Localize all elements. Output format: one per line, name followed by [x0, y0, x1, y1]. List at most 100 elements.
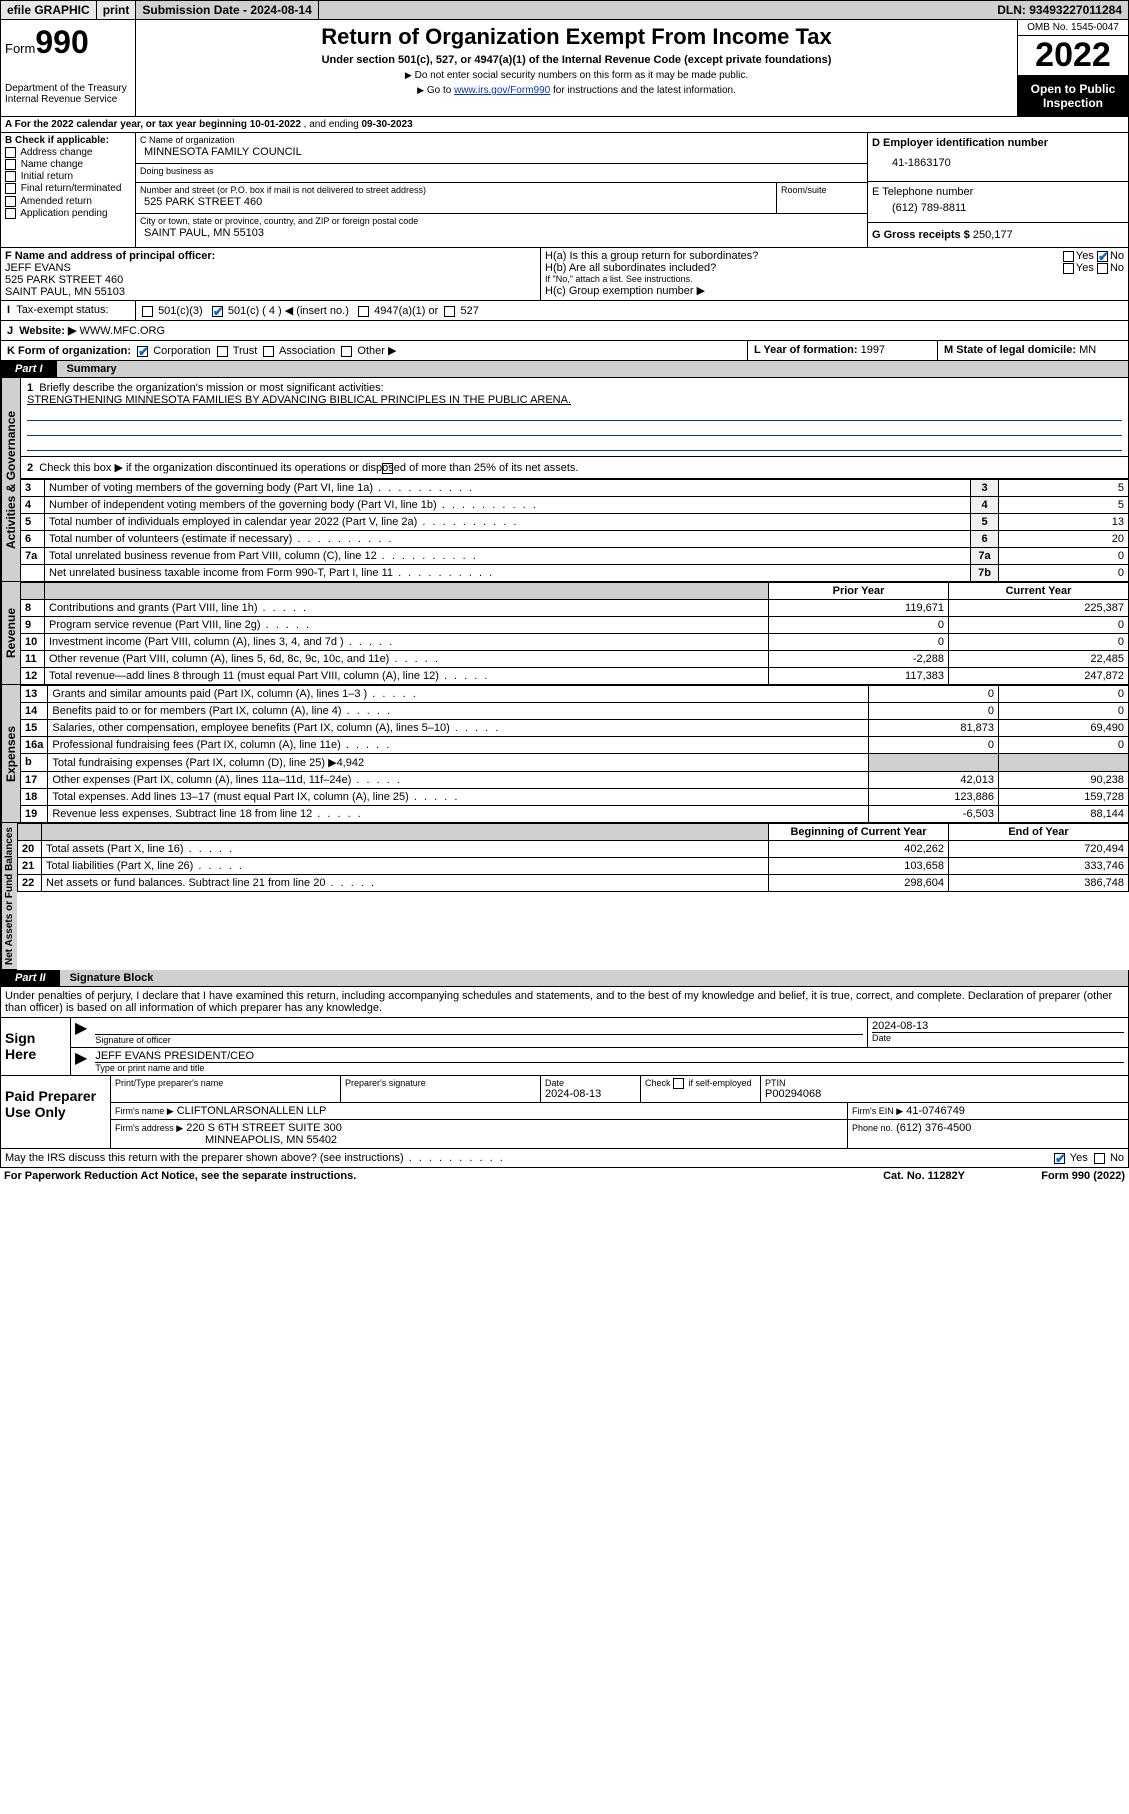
org-name-label: C Name of organization	[140, 135, 863, 145]
firm-name: CLIFTONLARSONALLEN LLP	[177, 1105, 327, 1117]
omb-number: OMB No. 1545-0047	[1018, 20, 1128, 36]
open-inspection: Open to PublicInspection	[1018, 76, 1128, 116]
table-row: 15Salaries, other compensation, employee…	[21, 720, 1129, 737]
group-return-hb: H(b) Are all subordinates included? Yes …	[545, 262, 1124, 274]
print-button[interactable]: print	[97, 1, 137, 19]
tax-exempt-row: I Tax-exempt status: 501(c)(3) 501(c) ( …	[0, 301, 1129, 321]
phone-value: (612) 789-8811	[872, 198, 1124, 218]
name-title-label: Type or print name and title	[95, 1062, 1124, 1073]
ein-label: D Employer identification number	[872, 137, 1048, 149]
table-row: 17Other expenses (Part IX, column (A), l…	[21, 772, 1129, 789]
room-label: Room/suite	[781, 185, 863, 195]
line2: 2 Check this box ▶ if the organization d…	[20, 457, 1129, 479]
discuss-yes-checkbox[interactable]	[1054, 1153, 1065, 1164]
ha-no-checkbox[interactable]	[1097, 251, 1108, 262]
discuss-no-checkbox[interactable]	[1094, 1153, 1105, 1164]
gross-receipts-value: 250,177	[973, 229, 1013, 241]
check-applicable-label: B Check if applicable:	[5, 135, 109, 146]
k-assoc-checkbox[interactable]	[263, 346, 274, 357]
table-row: 14Benefits paid to or for members (Part …	[21, 703, 1129, 720]
501c3-checkbox[interactable]	[142, 306, 153, 317]
form-subtitle: Under section 501(c), 527, or 4947(a)(1)…	[144, 54, 1009, 66]
revenue-table: Prior YearCurrent Year8Contributions and…	[20, 582, 1129, 685]
527-checkbox[interactable]	[444, 306, 455, 317]
dba-label: Doing business as	[140, 166, 863, 176]
klm-row: K Form of organization: Corporation Trus…	[0, 341, 1129, 361]
ptin-label: PTIN	[765, 1078, 1124, 1088]
governance-table: 3Number of voting members of the governi…	[20, 479, 1129, 582]
hb-no-checkbox[interactable]	[1097, 263, 1108, 274]
pp-date-value: 2024-08-13	[545, 1088, 636, 1100]
colb-option: Final return/terminated	[5, 183, 131, 194]
form-header: Form990 Department of the Treasury Inter…	[0, 20, 1129, 117]
instructions-link[interactable]: www.irs.gov/Form990	[454, 85, 550, 96]
state-domicile: MN	[1079, 344, 1096, 356]
cat-no: Cat. No. 11282Y	[879, 1170, 969, 1182]
colb-checkbox[interactable]	[5, 208, 16, 219]
table-row: 16aProfessional fundraising fees (Part I…	[21, 737, 1129, 754]
signature-block: Under penalties of perjury, I declare th…	[0, 987, 1129, 1168]
line2-checkbox[interactable]	[382, 463, 393, 474]
vtab-revenue: Revenue	[1, 582, 20, 684]
colb-checkbox[interactable]	[5, 196, 16, 207]
firm-name-label: Firm's name ▶	[115, 1106, 174, 1116]
sig-arrow-icon-2: ▶	[71, 1048, 91, 1075]
ein-value: 41-1863170	[872, 149, 1124, 177]
paid-preparer-label: Paid Preparer Use Only	[1, 1076, 111, 1148]
4947-checkbox[interactable]	[358, 306, 369, 317]
k-corp-checkbox[interactable]	[137, 346, 148, 357]
submission-date: Submission Date - 2024-08-14	[136, 1, 318, 19]
pp-sig-label: Preparer's signature	[345, 1078, 536, 1088]
officer-group-block: F Name and address of principal officer:…	[0, 248, 1129, 301]
colb-option: Address change	[5, 147, 131, 158]
pp-selfemp: Check if self-employed	[645, 1078, 756, 1089]
form-number: Form990	[5, 24, 131, 61]
ha-yes-checkbox[interactable]	[1063, 251, 1074, 262]
k-trust-checkbox[interactable]	[217, 346, 228, 357]
colb-checkbox[interactable]	[5, 183, 16, 194]
pp-name-label: Print/Type preparer's name	[115, 1078, 336, 1088]
irs-label: Internal Revenue Service	[5, 94, 131, 105]
phone-label: E Telephone number	[872, 186, 1124, 198]
group-return-hc: H(c) Group exemption number ▶	[545, 284, 1124, 297]
colb-option: Name change	[5, 159, 131, 170]
table-row: 4Number of independent voting members of…	[21, 497, 1129, 514]
form-note-1: ▶ Do not enter social security numbers o…	[144, 70, 1009, 81]
sig-officer-label: Signature of officer	[95, 1034, 863, 1045]
hb-yes-checkbox[interactable]	[1063, 263, 1074, 274]
website-value: WWW.MFC.ORG	[79, 325, 165, 337]
identity-block: B Check if applicable: Address change Na…	[0, 133, 1129, 248]
website-row: J Website: ▶ WWW.MFC.ORG	[0, 321, 1129, 341]
sign-here-label: Sign Here	[1, 1018, 71, 1075]
org-name: MINNESOTA FAMILY COUNCIL	[140, 145, 863, 161]
efile-label: efile GRAPHIC	[1, 1, 97, 19]
form-title: Return of Organization Exempt From Incom…	[144, 24, 1009, 50]
table-row: 21Total liabilities (Part X, line 26)103…	[18, 858, 1129, 875]
table-row: 6Total number of volunteers (estimate if…	[21, 531, 1129, 548]
tax-year: 2022	[1018, 36, 1128, 76]
colb-checkbox[interactable]	[5, 159, 16, 170]
officer-name: JEFF EVANS	[5, 262, 71, 274]
k-other-checkbox[interactable]	[341, 346, 352, 357]
colb-checkbox[interactable]	[5, 147, 16, 158]
501c-checkbox[interactable]	[212, 306, 223, 317]
firm-ein-label: Firm's EIN ▶	[852, 1106, 903, 1116]
hb-note: If "No," attach a list. See instructions…	[545, 274, 1124, 284]
netassets-table: Beginning of Current YearEnd of Year20To…	[17, 823, 1129, 892]
part1-header: Part I Summary	[0, 361, 1129, 378]
table-row: 22Net assets or fund balances. Subtract …	[18, 875, 1129, 892]
firm-ein: 41-0746749	[906, 1105, 965, 1117]
officer-label: F Name and address of principal officer:	[5, 250, 215, 262]
table-row: 18Total expenses. Add lines 13–17 (must …	[21, 789, 1129, 806]
table-row: 3Number of voting members of the governi…	[21, 480, 1129, 497]
colb-checkbox[interactable]	[5, 171, 16, 182]
mission-text: STRENGTHENING MINNESOTA FAMILIES BY ADVA…	[27, 394, 571, 406]
vtab-activities: Activities & Governance	[1, 378, 20, 581]
firm-addr1: 220 S 6TH STREET SUITE 300	[186, 1122, 342, 1134]
city-label: City or town, state or province, country…	[140, 216, 863, 226]
vtab-expenses: Expenses	[1, 685, 20, 822]
firm-phone: (612) 376-4500	[896, 1122, 971, 1134]
dba-value	[140, 176, 863, 180]
self-employed-checkbox[interactable]	[673, 1078, 684, 1089]
table-row: 13Grants and similar amounts paid (Part …	[21, 686, 1129, 703]
